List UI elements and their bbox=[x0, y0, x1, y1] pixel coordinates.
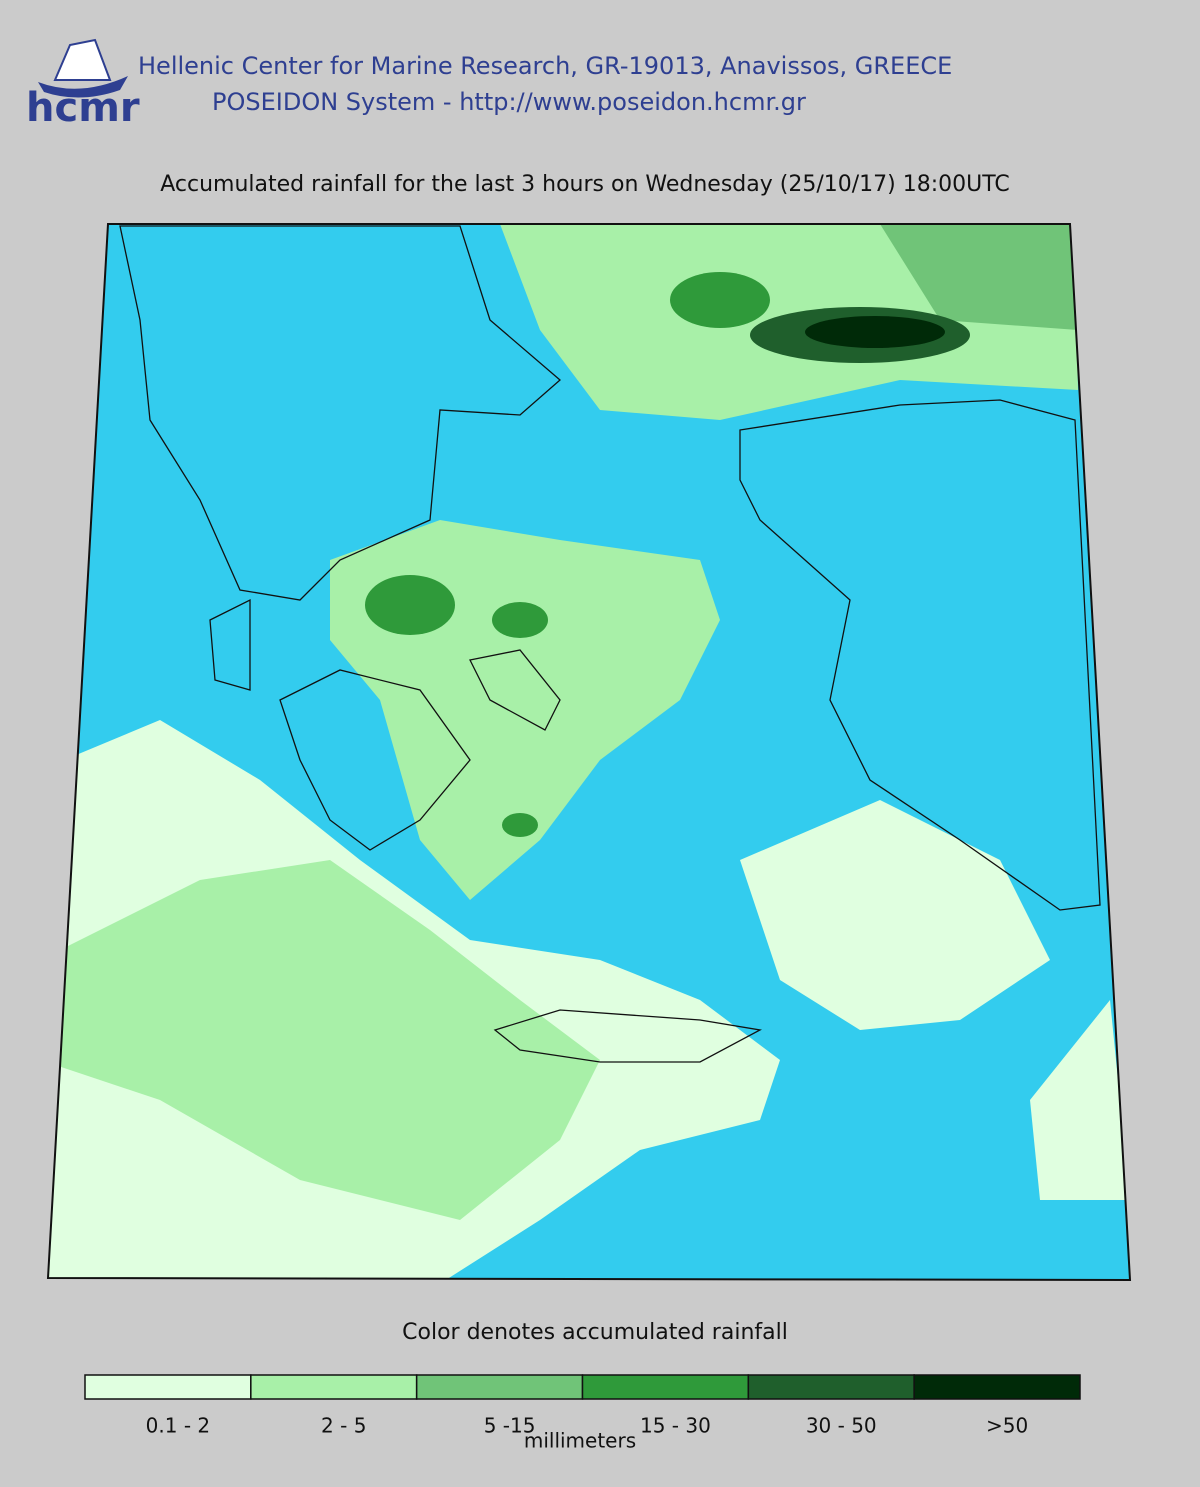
map-title: Accumulated rainfall for the last 3 hour… bbox=[160, 172, 1010, 197]
legend-label: >50 bbox=[986, 1414, 1028, 1438]
legend-swatch bbox=[250, 1374, 418, 1400]
rain-area bbox=[805, 316, 945, 348]
land bbox=[739, 399, 1101, 911]
header-line: Hellenic Center for Marine Research, GR-… bbox=[138, 52, 952, 80]
legend-label: 30 - 50 bbox=[806, 1414, 877, 1438]
land bbox=[469, 649, 561, 731]
land bbox=[279, 669, 471, 851]
legend-label: 5 -15 bbox=[484, 1414, 536, 1438]
land bbox=[209, 598, 251, 691]
legend-label: 15 - 30 bbox=[640, 1414, 711, 1438]
legend-swatch bbox=[415, 1374, 584, 1400]
legend-swatch bbox=[747, 1374, 915, 1400]
rain-area bbox=[365, 575, 455, 635]
legend-swatch bbox=[84, 1374, 252, 1400]
rain-area bbox=[492, 602, 548, 638]
rain-area bbox=[48, 860, 600, 1220]
land bbox=[119, 225, 561, 601]
header-line: POSEIDON System - http://www.poseidon.hc… bbox=[212, 88, 806, 116]
legend-label: 2 - 5 bbox=[321, 1414, 366, 1438]
legend-swatch bbox=[581, 1374, 750, 1400]
rain-area bbox=[502, 813, 538, 837]
map-frame bbox=[46, 223, 1132, 1282]
legend-caption: Color denotes accumulated rainfall bbox=[402, 1320, 788, 1345]
rain-area bbox=[1030, 1000, 1130, 1200]
legend-units: millimeters bbox=[524, 1429, 636, 1453]
land bbox=[493, 1009, 762, 1063]
rain-area bbox=[670, 272, 770, 328]
legend-swatch bbox=[913, 1374, 1081, 1400]
logo-text: hcmr bbox=[26, 85, 140, 131]
logo-sail bbox=[53, 38, 112, 81]
logo-hull bbox=[38, 76, 128, 98]
logo: hcmr bbox=[26, 38, 140, 131]
rain-area bbox=[880, 224, 1078, 330]
legend-label: 0.1 - 2 bbox=[146, 1414, 210, 1438]
legend: 0.1 - 2 2 - 5 5 -15 15 - 30 30 - 50 >50 bbox=[84, 1374, 1081, 1438]
rain-area bbox=[740, 800, 1050, 1030]
map bbox=[48, 224, 1130, 1280]
